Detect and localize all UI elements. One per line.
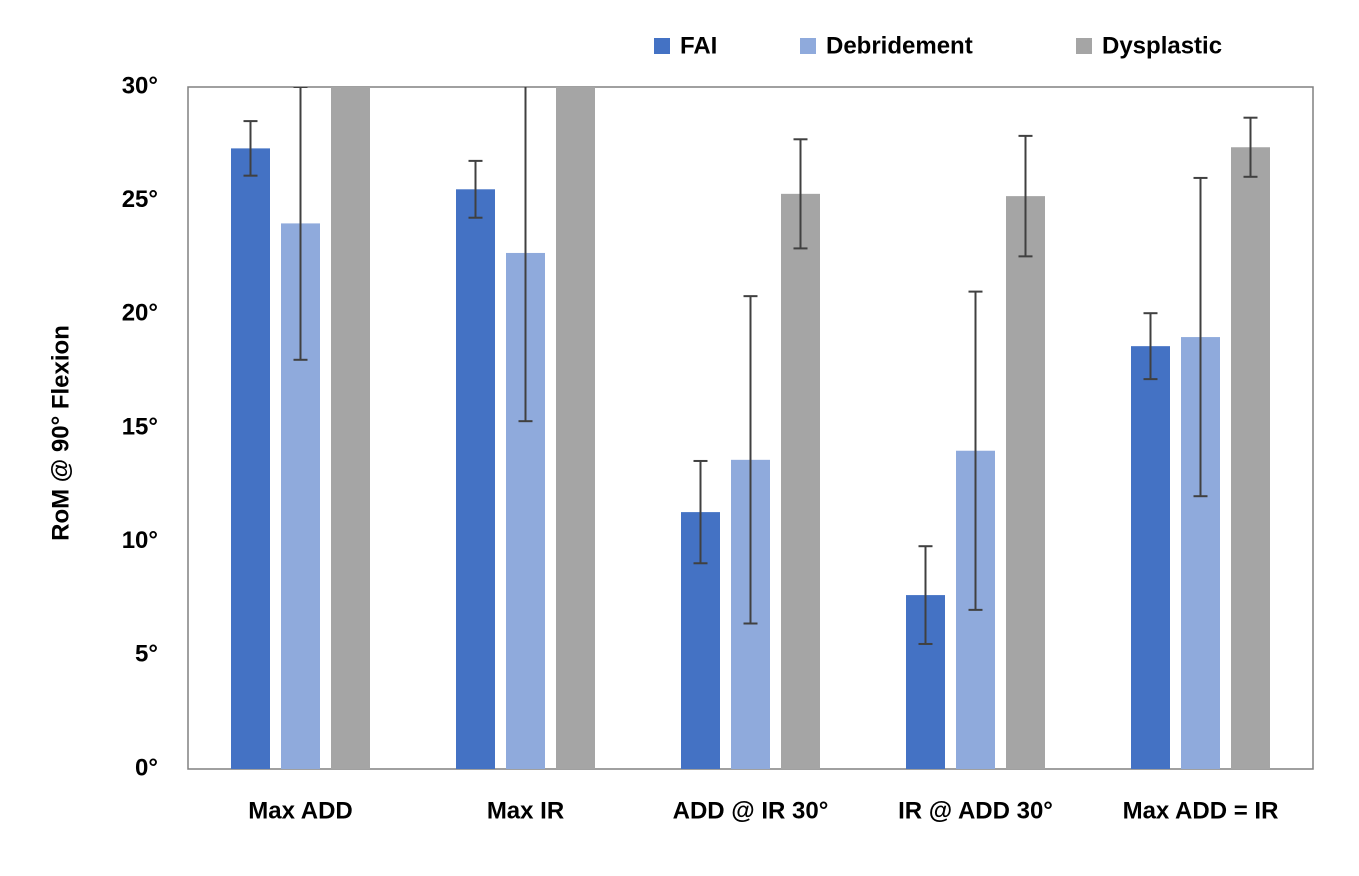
y-tick-label: 25° [122, 186, 158, 213]
error-bar [1018, 134, 1033, 258]
error-bar [243, 120, 258, 177]
x-tick-label: Max ADD [248, 797, 352, 824]
error-bar [468, 159, 483, 219]
error-bar [1243, 116, 1258, 178]
legend-swatch [800, 38, 816, 54]
error-bar [518, 87, 533, 423]
y-tick-label: 5° [135, 641, 158, 668]
bar [1131, 346, 1170, 769]
bar [781, 193, 820, 769]
y-tick-label: 15° [122, 413, 158, 440]
error-bar [693, 459, 708, 565]
plot-area [231, 87, 1270, 769]
y-axis-label: RoM @ 90° Flexion [47, 325, 74, 541]
legend-label: Debridement [826, 32, 973, 59]
bar [331, 87, 370, 769]
y-tick-label: 0° [135, 754, 158, 781]
bar [456, 189, 495, 769]
x-tick-label: ADD @ IR 30° [673, 797, 829, 824]
legend-swatch [654, 38, 670, 54]
legend-label: Dysplastic [1102, 32, 1222, 59]
error-bar [793, 138, 808, 250]
error-bar [1193, 176, 1208, 498]
x-tick-label: Max IR [487, 797, 564, 824]
bar [231, 148, 270, 769]
error-bar [743, 295, 758, 625]
legend-label: FAI [680, 32, 717, 59]
bar [556, 87, 595, 769]
bar [1006, 196, 1045, 769]
error-bar [918, 545, 933, 645]
y-tick-label: 20° [122, 300, 158, 327]
x-tick-label: Max ADD = IR [1123, 797, 1279, 824]
y-tick-label: 30° [122, 72, 158, 99]
error-bar [1143, 312, 1158, 381]
y-tick-label: 10° [122, 527, 158, 554]
error-bar [968, 290, 983, 611]
error-bar [293, 87, 308, 361]
x-tick-label: IR @ ADD 30° [898, 797, 1053, 824]
legend-swatch [1076, 38, 1092, 54]
bar [1231, 147, 1270, 769]
